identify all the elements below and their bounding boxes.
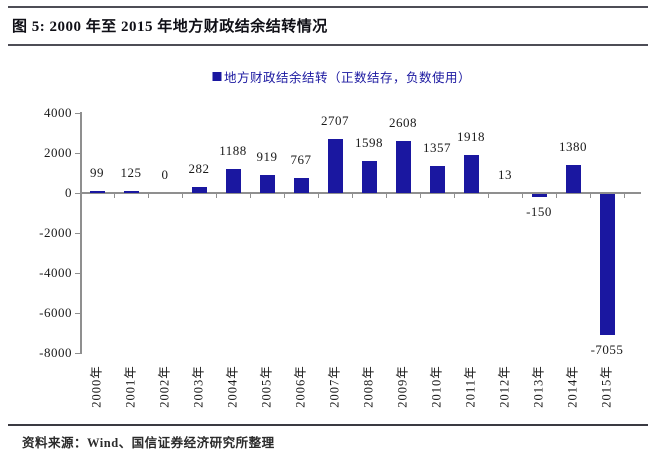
y-tick [75,112,80,114]
y-tick [75,152,80,154]
x-category-label: 2000年 [89,365,104,408]
x-category-label: 2006年 [293,365,308,408]
x-category-label: 2011年 [463,365,478,408]
bar [123,190,139,193]
bar [225,169,241,193]
x-tick [590,194,591,198]
x-category-label: 2013年 [531,365,546,408]
x-category-label: 2004年 [225,365,240,408]
bar [531,194,547,197]
bar-value-label: 2707 [321,112,349,128]
y-tick [75,312,80,314]
y-tick-label: -4000 [39,265,72,280]
bar-value-label: -150 [526,204,552,219]
bar-value-label: 2608 [389,114,417,130]
bar-value-label: 919 [256,148,278,164]
bar [395,140,411,193]
legend: 地方财政结余结转（正数结存，负数使用） [211,67,472,86]
source-rule [8,424,648,426]
x-category-label: 2008年 [361,365,376,408]
x-tick [488,194,489,198]
bar [565,165,581,193]
bar-value-label: 1357 [423,139,451,155]
bar-value-label: 99 [90,165,104,181]
bar-value-label: 13 [498,166,512,182]
x-tick [284,194,285,198]
x-tick [182,194,183,198]
x-category-label: 2003年 [191,365,206,408]
x-tick [216,194,217,198]
y-tick-label: -6000 [39,305,72,320]
bar-value-label: -7055 [590,342,624,358]
figure-title: 图 5: 2000 年至 2015 年地方财政结余结转情况 [12,19,328,35]
bar [429,165,445,193]
y-tick [75,352,80,354]
x-category-label: 2005年 [259,365,274,408]
bar [191,187,207,193]
y-tick-label: -2000 [39,225,72,240]
x-category-label: 2014年 [565,365,580,408]
x-tick [454,194,455,198]
x-category-label: 2015年 [599,365,614,408]
bar [293,177,309,193]
x-axis-line [80,192,641,194]
x-tick [556,194,557,198]
bar [361,161,377,193]
x-tick [522,194,523,198]
legend-label: 地方财政结余结转（正数结存，负数使用） [223,71,472,85]
legend-marker-icon [211,72,221,81]
bar-value-label: 767 [290,151,312,167]
bar [89,191,105,193]
y-tick-label: -8000 [39,345,72,360]
bar-value-label: 1918 [457,128,485,144]
x-tick [318,194,319,198]
bar [463,154,479,193]
y-tick-label: 4000 [44,105,72,120]
y-tick [75,192,80,194]
bar-value-label: 1188 [219,143,247,159]
x-tick [420,194,421,198]
bar [327,138,343,193]
x-tick [250,194,251,198]
y-tick [75,272,80,274]
x-tick [624,194,625,198]
x-tick [114,194,115,198]
bar-value-label: 0 [161,167,169,182]
bar [599,194,615,336]
x-tick [80,194,81,198]
bar-value-label: 1380 [559,139,587,155]
top-rule [8,6,648,8]
x-tick [148,194,149,198]
y-axis-line [80,112,82,354]
x-tick [352,194,353,198]
header-rule [8,44,648,46]
y-tick [75,232,80,234]
bar-value-label: 1598 [355,135,383,151]
x-category-label: 2009年 [395,365,410,408]
source-note: 资料来源：Wind、国信证券经济研究所整理 [22,436,275,450]
x-category-label: 2010年 [429,365,444,408]
y-tick-label: 2000 [44,145,72,160]
x-category-label: 2007年 [327,365,342,408]
bar-value-label: 125 [120,164,142,180]
x-category-label: 2002年 [157,365,172,408]
x-tick [386,194,387,198]
y-tick-label: 0 [65,185,72,200]
bar [259,174,275,193]
bar-value-label: 282 [188,161,210,177]
x-category-label: 2001年 [123,365,138,408]
x-category-label: 2012年 [497,365,512,408]
